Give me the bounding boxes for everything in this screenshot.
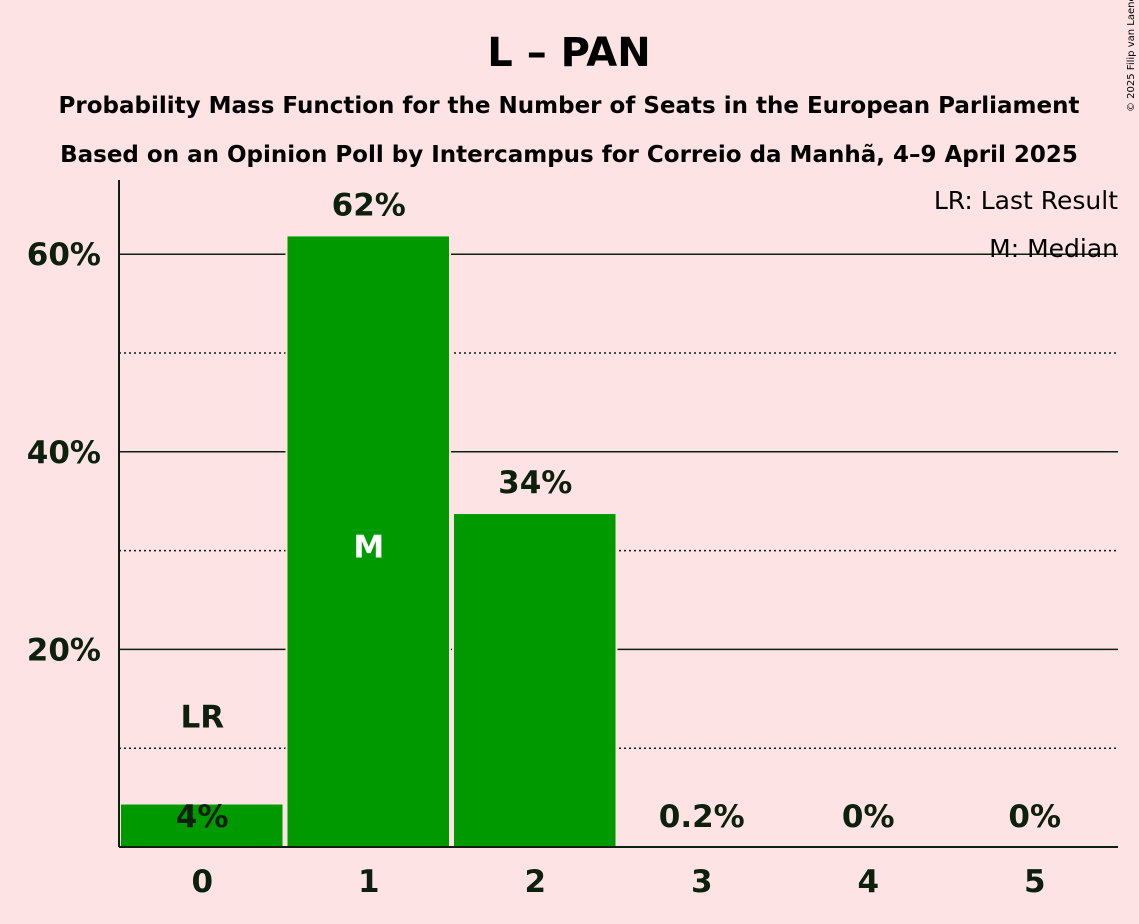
data-label-seat-0: 4% (176, 799, 229, 835)
data-label-seat-3: 0.2% (659, 799, 745, 835)
median-marker: M (353, 530, 384, 566)
y-tick-label: 40% (27, 435, 101, 471)
copyright-notice: © 2025 Filip van Laenen (1126, 0, 1137, 112)
x-tick-label: 0 (191, 864, 213, 900)
x-tick-label: 1 (358, 864, 380, 900)
x-tick-label: 4 (857, 864, 879, 900)
bar-seat-0 (119, 802, 285, 849)
y-tick-label: 60% (27, 237, 101, 273)
data-label-seat-2: 34% (498, 465, 572, 501)
chart-subtitle-1: Probability Mass Function for the Number… (59, 93, 1080, 119)
data-label-seat-5: 0% (1008, 799, 1061, 835)
bars (119, 234, 784, 849)
data-labels: 4% LR 62% M 34% 0.2% 0% 0% (176, 187, 1061, 835)
legend-last-result: LR: Last Result (934, 186, 1118, 215)
chart-subtitle-2: Based on an Opinion Poll by Intercampus … (60, 142, 1078, 168)
x-tick-label: 5 (1024, 864, 1046, 900)
bar-seat-2 (452, 512, 618, 849)
axes: 20% 40% 60% 0 1 2 3 4 5 (27, 180, 1118, 900)
x-tick-label: 2 (524, 864, 546, 900)
legend-median: M: Median (989, 234, 1118, 263)
gridlines (119, 253, 1118, 749)
data-label-seat-1: 62% (332, 187, 406, 223)
data-label-seat-4: 0% (842, 799, 895, 835)
x-tick-label: 3 (691, 864, 713, 900)
chart-title: L – PAN (487, 30, 650, 76)
last-result-marker: LR (180, 700, 224, 736)
y-tick-label: 20% (27, 632, 101, 668)
